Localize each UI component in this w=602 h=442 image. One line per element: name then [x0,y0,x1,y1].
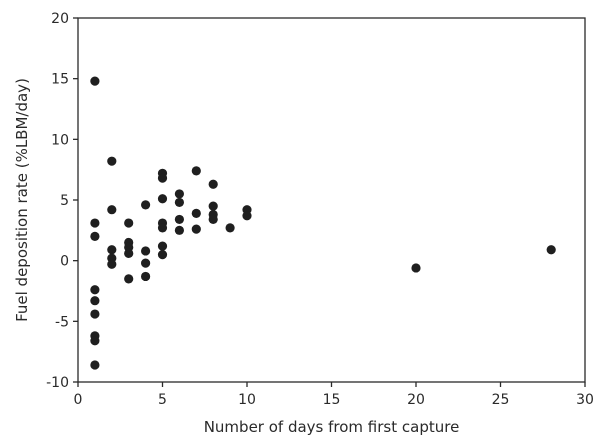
data-point [90,76,100,86]
x-tick-label: 0 [74,392,83,408]
plot-frame [77,17,586,383]
data-point [208,179,218,189]
data-point [174,214,184,225]
x-tick-label: 20 [407,392,425,408]
data-point [90,309,100,319]
y-axis-ticks: -10 -5 0 5 10 15 20 [46,11,78,391]
data-point [157,223,168,233]
data-point [546,245,556,255]
data-point [124,248,134,258]
y-tick-label: 15 [51,72,69,88]
data-point [124,218,134,228]
y-tick-label: 5 [60,193,69,209]
data-point [90,231,100,241]
data-point [174,189,184,199]
x-tick-label: 25 [492,392,510,408]
y-tick-label: -5 [55,314,69,330]
x-tick-label: 15 [323,392,341,408]
data-point [411,263,421,273]
y-axis-title: Fuel deposition rate (%LBM/day) [13,78,31,322]
y-tick-label: -10 [46,375,69,391]
data-point [141,271,151,282]
data-point [242,211,252,221]
data-point [208,201,218,211]
data-point [191,166,201,176]
data-point [157,250,168,260]
plot-border [77,17,586,383]
data-point [157,241,168,251]
data-point [174,225,184,235]
data-point [90,218,100,228]
data-point [225,223,235,233]
data-point [90,336,100,346]
data-point [208,214,218,225]
data-points [90,76,556,370]
x-axis-title: Number of days from first capture [204,418,460,436]
data-point [107,245,117,255]
data-point [124,274,134,284]
y-tick-label: 20 [51,11,69,27]
data-point [157,194,168,204]
data-point [107,205,117,215]
data-point [107,259,117,269]
x-tick-label: 10 [238,392,256,408]
x-axis-ticks: 0 5 10 15 20 25 30 [74,382,594,408]
data-point [141,246,151,256]
data-point [90,360,100,370]
data-point [107,156,117,166]
y-tick-label: 10 [51,132,69,148]
data-point [191,208,201,218]
data-point [157,173,168,183]
x-tick-label: 5 [158,392,167,408]
data-point [174,197,184,208]
x-tick-label: 30 [576,392,594,408]
data-point [141,200,151,210]
y-tick-label: 0 [60,254,69,270]
data-point [191,224,201,234]
data-point [141,258,151,268]
data-point [90,285,100,295]
data-point [90,296,100,306]
